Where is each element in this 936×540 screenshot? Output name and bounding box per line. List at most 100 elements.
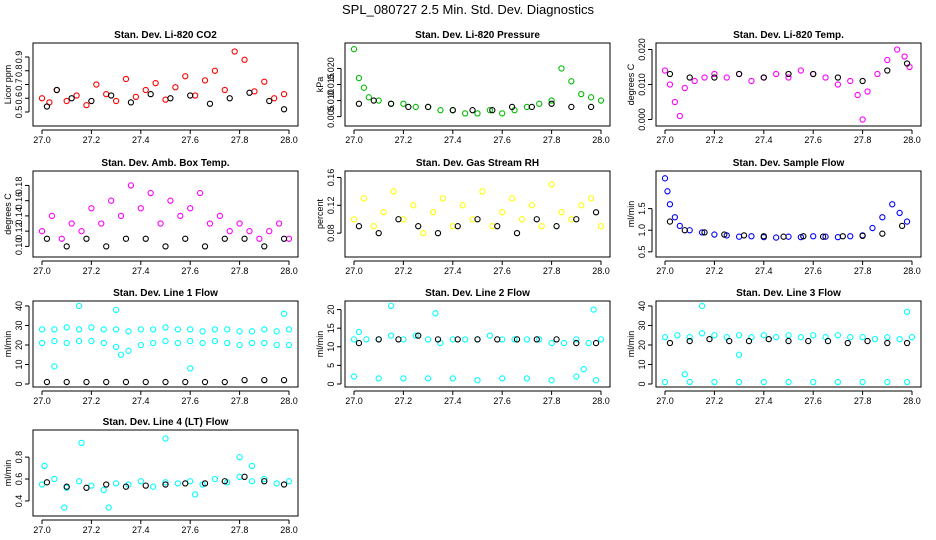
data-point [236, 341, 243, 349]
data-point [513, 336, 521, 343]
data-point [903, 378, 911, 386]
data-point [112, 97, 120, 105]
data-point [137, 478, 144, 485]
data-point [201, 480, 209, 487]
data-point [182, 480, 189, 487]
data-point [83, 101, 90, 109]
data-point [162, 243, 169, 250]
data-point [261, 478, 268, 485]
data-point [63, 324, 70, 331]
plot-frame [32, 429, 299, 517]
data-point [664, 188, 671, 195]
data-point [810, 70, 817, 78]
x-tick-label: 27.4 [132, 525, 150, 535]
data-point [105, 504, 112, 511]
panel-7: Stan. Dev. Line 1 Flow 27.0 27.2 27.4 27.6 27… [3, 288, 299, 406]
data-point [275, 220, 283, 227]
data-point [834, 74, 842, 81]
data-point [280, 106, 288, 113]
series-primary [38, 182, 293, 242]
data-point [226, 95, 233, 102]
data-point [508, 195, 516, 202]
y-axis-label: ml/min [626, 201, 636, 228]
data-point [38, 227, 46, 235]
data-point [903, 60, 911, 67]
series-black [666, 60, 911, 85]
data-point [187, 478, 194, 485]
data-point [548, 100, 555, 107]
data-point [350, 336, 358, 343]
y-tick-label: 0.010 [637, 73, 647, 96]
data-point [424, 103, 432, 111]
x-tick-label: 27.2 [395, 396, 413, 406]
data-point [355, 223, 363, 230]
data-point [424, 375, 432, 382]
data-point [896, 209, 903, 217]
data-point [221, 235, 228, 242]
data-point [216, 212, 223, 220]
x-tick-label: 27.2 [395, 135, 413, 145]
y-axis-label: ml/min [3, 331, 13, 358]
y-tick-label: 0 [326, 381, 336, 386]
data-point [424, 336, 432, 343]
data-point [100, 339, 107, 347]
data-point [548, 181, 555, 188]
y-tick-label: 0.6 [14, 92, 24, 105]
data-point [523, 336, 531, 343]
y-tick-label: 15 [326, 323, 336, 333]
x-tick-label: 27.0 [33, 266, 51, 276]
data-point [822, 233, 829, 240]
data-point [63, 339, 70, 347]
data-point [152, 79, 159, 87]
series-primary [661, 46, 913, 123]
data-point [41, 462, 48, 470]
x-tick-label: 27.4 [132, 396, 150, 406]
data-point [499, 209, 506, 216]
data-point [43, 378, 51, 386]
data-point [726, 337, 733, 345]
x-tick-label: 28.0 [592, 135, 610, 145]
x-tick-label: 27.2 [83, 135, 101, 145]
data-point [785, 337, 792, 345]
x-tick-label: 28.0 [903, 266, 921, 276]
data-point [859, 232, 866, 239]
y-axis-label: degrees C [626, 63, 636, 105]
data-point [810, 332, 817, 339]
series-primary [38, 435, 293, 511]
data-point [834, 332, 842, 339]
data-point [266, 97, 273, 105]
data-point [224, 339, 231, 347]
data-point [580, 365, 587, 373]
x-tick-label: 27.0 [656, 396, 674, 406]
data-point [68, 220, 75, 227]
data-point [199, 328, 206, 335]
data-point [536, 336, 543, 343]
y-tick-label: 0.5 [637, 246, 647, 259]
data-point [38, 95, 46, 102]
data-point [681, 371, 688, 378]
data-point [797, 334, 804, 341]
data-point [38, 326, 46, 333]
data-point [241, 56, 248, 63]
data-point [711, 378, 718, 386]
data-point [78, 227, 85, 235]
data-point [149, 326, 157, 333]
plot-frame [655, 42, 922, 127]
data-point [780, 233, 787, 240]
data-point [108, 197, 115, 204]
data-point [370, 223, 377, 230]
data-point [370, 97, 377, 104]
data-point [68, 95, 75, 102]
data-point [117, 212, 125, 220]
y-tick-label: 0.9 [14, 51, 24, 64]
y-tick-label: 0.5 [14, 106, 24, 119]
series-primary [661, 175, 911, 241]
data-point [834, 81, 842, 88]
x-tick-label: 27.2 [706, 266, 724, 276]
data-point [706, 335, 713, 343]
data-point [847, 334, 854, 341]
data-point [400, 100, 407, 107]
data-point [88, 205, 95, 212]
data-point [132, 93, 140, 101]
data-point [251, 88, 258, 95]
